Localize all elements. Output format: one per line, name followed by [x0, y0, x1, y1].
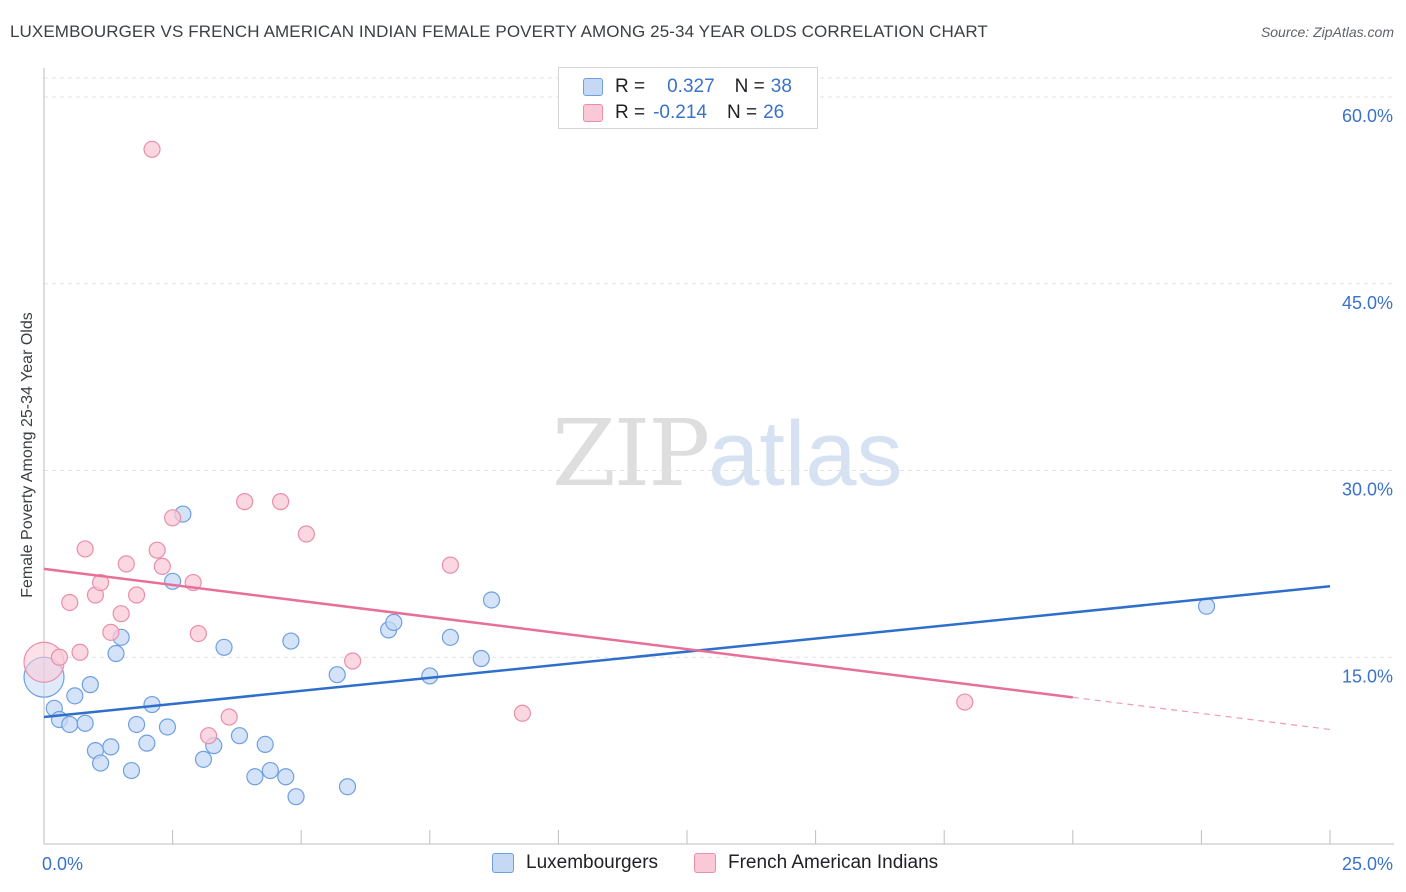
legend-swatch-pink	[583, 104, 603, 122]
data-point-pink	[200, 727, 218, 745]
y-tick-label: 15.0%	[1342, 666, 1393, 686]
data-point-blue	[122, 761, 141, 780]
data-point-blue	[472, 649, 490, 668]
data-point-blue	[127, 715, 146, 734]
watermark-atlas: atlas	[708, 403, 903, 505]
data-point-pink	[148, 541, 166, 559]
legend-n-value-blue: 38	[770, 76, 792, 97]
legend-r-label: R =	[615, 76, 646, 97]
data-point-blue	[158, 718, 177, 736]
data-point-blue	[421, 667, 439, 685]
data-point-blue	[328, 666, 346, 684]
chart-title: LUXEMBOURGER VS FRENCH AMERICAN INDIAN F…	[10, 22, 988, 41]
trend-line-extension-pink	[1072, 696, 1331, 731]
data-point-pink	[236, 493, 254, 511]
data-point-blue	[256, 735, 274, 754]
data-point-blue	[277, 768, 295, 786]
x-tick-label: 25.0%	[1342, 854, 1393, 874]
series-swatch-blue	[492, 853, 514, 873]
series-legend-luxembourgers[interactable]: Luxembourgers	[492, 852, 658, 874]
data-point-blue	[261, 761, 279, 780]
source-credit: Source: ZipAtlas.com	[1260, 24, 1394, 40]
legend-n-label: N =	[734, 76, 765, 97]
data-point-pink	[189, 624, 207, 643]
legend-r-value-blue: 0.327	[667, 76, 715, 97]
data-point-pink	[112, 605, 130, 623]
data-point-pink	[91, 573, 110, 592]
data-point-pink	[102, 623, 120, 641]
data-point-pink	[441, 556, 459, 574]
data-point-pink	[344, 652, 362, 670]
legend-row-french-american-indians: R = -0.214 N = 26	[583, 101, 784, 125]
data-point-pink	[76, 540, 94, 558]
y-tick-label: 60.0%	[1342, 106, 1393, 126]
data-point-pink	[513, 704, 531, 722]
data-point-blue	[61, 715, 79, 734]
correlation-legend: R = 0.327 N = 38 R = -0.214 N = 26	[558, 67, 818, 129]
data-point-pink	[297, 525, 315, 543]
x-tick-label: 0.0%	[42, 854, 83, 874]
data-point-blue	[102, 738, 120, 756]
data-point-pink	[272, 493, 290, 511]
data-point-blue	[81, 676, 99, 694]
data-point-blue	[215, 638, 233, 656]
data-point-blue	[385, 613, 403, 631]
data-point-blue	[482, 591, 501, 609]
data-point-blue	[441, 628, 459, 646]
legend-row-luxembourgers: R = 0.327 N = 38	[583, 75, 792, 99]
data-point-pink	[50, 648, 69, 666]
data-point-blue	[107, 644, 125, 663]
data-point-pink	[956, 693, 974, 711]
legend-swatch-blue	[583, 78, 603, 96]
series-legend: Luxembourgers French American Indians	[0, 850, 1406, 878]
legend-n-label: N =	[726, 102, 758, 123]
y-axis-label: Female Poverty Among 25-34 Year Olds	[19, 312, 36, 598]
data-point-blue	[138, 734, 156, 752]
data-point-pink	[220, 708, 238, 726]
data-point-blue	[246, 768, 264, 786]
data-point-pink	[127, 586, 146, 604]
data-point-blue	[230, 727, 249, 745]
series-legend-label: Luxembourgers	[526, 852, 659, 873]
data-point-pink	[117, 555, 135, 573]
series-swatch-pink	[694, 853, 716, 873]
data-point-pink	[61, 593, 79, 612]
data-point-blue	[164, 572, 182, 590]
y-tick-label: 30.0%	[1342, 480, 1393, 500]
watermark-zip: ZIP	[552, 400, 710, 507]
legend-r-value-pink: -0.214	[653, 102, 707, 123]
series-legend-french-american-indians[interactable]: French American Indians	[694, 852, 938, 874]
data-point-pink	[153, 557, 171, 575]
data-point-blue	[194, 750, 213, 768]
data-point-pink	[164, 509, 182, 527]
trend-line-pink	[43, 567, 1073, 699]
legend-r-label: R =	[615, 102, 646, 123]
data-point-blue	[282, 632, 300, 650]
data-point-blue	[338, 778, 357, 796]
data-point-pink	[143, 140, 161, 158]
data-point-blue	[66, 687, 84, 705]
data-point-blue	[91, 754, 110, 772]
series-legend-label: French American Indians	[728, 852, 939, 873]
y-tick-label: 45.0%	[1342, 293, 1393, 313]
data-point-blue	[76, 714, 94, 732]
data-point-blue	[287, 788, 305, 806]
legend-n-value-pink: 26	[763, 102, 785, 123]
watermark: ZIPatlas	[552, 400, 903, 507]
trend-line-blue	[43, 585, 1331, 719]
data-point-pink	[71, 643, 89, 661]
